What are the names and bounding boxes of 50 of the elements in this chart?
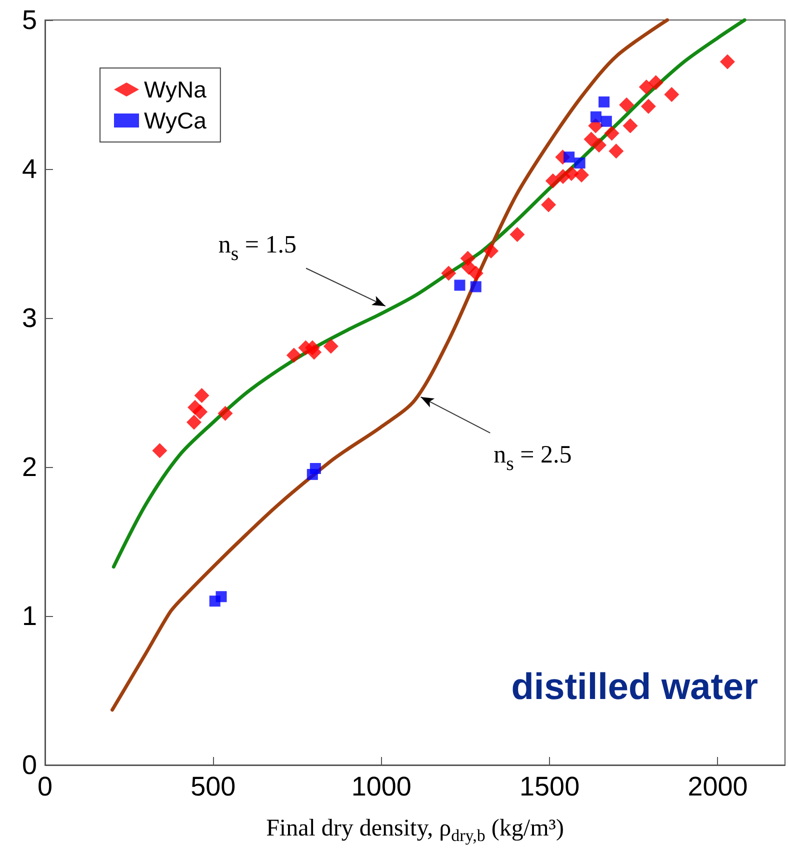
point <box>306 344 322 360</box>
point <box>545 173 560 188</box>
point <box>584 132 599 147</box>
point <box>186 414 202 430</box>
y-tick-label: 1 <box>22 601 37 631</box>
point <box>541 197 556 212</box>
point <box>216 591 227 602</box>
point <box>640 98 656 114</box>
point <box>590 111 602 122</box>
point <box>720 54 735 70</box>
point <box>310 462 321 474</box>
legend-label: WyCa <box>144 108 207 134</box>
point <box>484 243 499 258</box>
point <box>574 158 586 169</box>
point <box>510 227 525 242</box>
line-series <box>112 18 746 569</box>
point <box>468 266 484 281</box>
x-tick-label: 2000 <box>688 772 748 802</box>
point <box>619 97 634 112</box>
x-tick-label: 1500 <box>520 772 580 802</box>
point <box>648 75 664 90</box>
point <box>591 138 606 153</box>
y-tick-label: 3 <box>22 303 37 333</box>
point <box>600 116 612 127</box>
point <box>608 144 624 159</box>
point <box>604 126 620 141</box>
point <box>286 348 302 363</box>
annotation: distilled water <box>511 666 758 707</box>
point <box>218 406 233 421</box>
point <box>664 87 680 102</box>
point <box>192 404 208 420</box>
point <box>622 118 638 134</box>
point <box>564 166 579 181</box>
legend-label: WyNa <box>144 76 207 102</box>
point <box>574 167 589 182</box>
point <box>598 96 610 108</box>
point <box>441 266 456 281</box>
y-tick-label: 0 <box>22 750 37 780</box>
point <box>564 152 575 163</box>
point <box>638 80 654 95</box>
point <box>470 281 482 292</box>
x-tick-label: 1000 <box>351 772 412 802</box>
point <box>454 280 466 291</box>
point <box>194 388 210 403</box>
point <box>323 338 338 354</box>
y-tick-label: 2 <box>22 452 37 482</box>
y-tick-label: 4 <box>22 154 37 184</box>
x-tick-label: 500 <box>190 772 236 802</box>
y-tick-label: 5 <box>22 5 37 35</box>
point <box>152 443 168 458</box>
